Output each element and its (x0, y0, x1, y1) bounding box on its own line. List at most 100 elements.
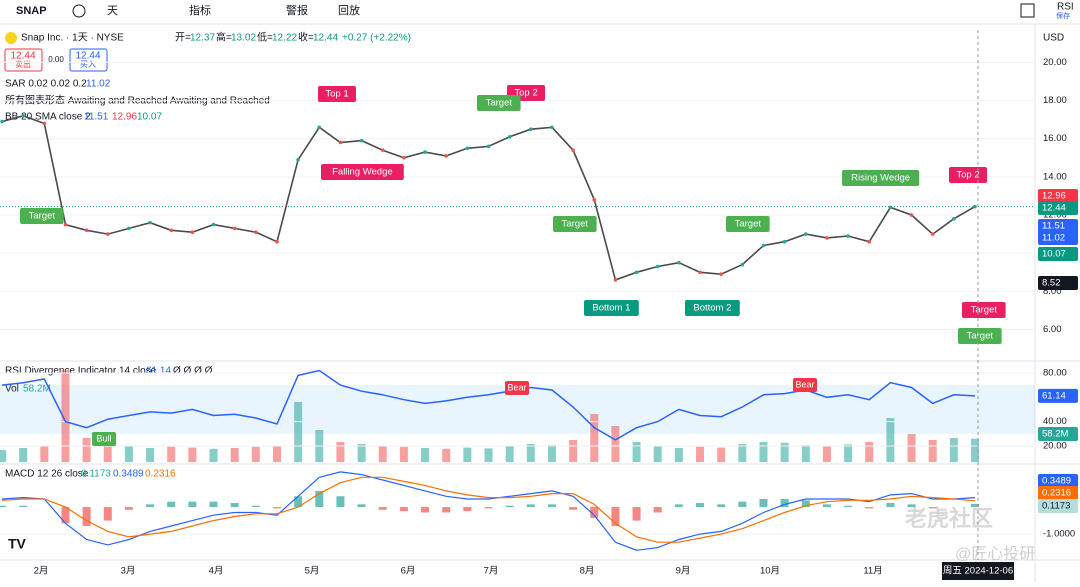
volume-bar (526, 444, 535, 462)
pattern-label: Top 2 (956, 170, 979, 181)
x-tick-label: 9月 (676, 566, 691, 577)
sar-value: 11.02 (86, 79, 111, 90)
x-tick-label: 8月 (580, 566, 595, 577)
volume-bar (780, 442, 789, 462)
sar-label: SAR 0.02 0.02 0.2 (5, 79, 87, 90)
pattern-label-box (962, 302, 1006, 318)
price-point (402, 156, 406, 160)
bb-lower: 10.07 (137, 112, 162, 123)
pattern-label: Top 1 (325, 89, 348, 100)
macd-histogram-bar (611, 507, 620, 526)
axis-tag (1038, 231, 1078, 245)
macd-histogram-bar (696, 503, 705, 508)
cursor-date-box (942, 562, 1014, 580)
price-point (0, 119, 4, 124)
rsi-value: 61.14 (146, 366, 171, 377)
axis-tag (1038, 486, 1078, 500)
price-point (613, 278, 618, 282)
sell-price: 12.44 (10, 51, 35, 62)
price-point (127, 226, 131, 231)
macd-histogram-bar (442, 507, 451, 513)
axis-tag (1038, 247, 1078, 261)
volume-bar (738, 444, 747, 462)
x-tick-label: 10月 (760, 566, 780, 577)
signal-label-box (793, 378, 817, 392)
currency[interactable]: USD (1043, 33, 1064, 44)
axis-tag (1038, 388, 1078, 403)
price-point (803, 232, 808, 236)
price-point (867, 239, 872, 244)
indicators[interactable]: 指标 (189, 3, 211, 17)
macd-histogram-bar (463, 507, 472, 512)
price-point (190, 230, 195, 234)
sell-button[interactable] (4, 48, 43, 72)
alert[interactable]: 警报 (286, 3, 308, 17)
axis-tag (1038, 201, 1078, 215)
price-point (952, 217, 956, 221)
add-symbol[interactable] (72, 4, 86, 18)
y-tick-label: 80.00 (1043, 367, 1067, 378)
price-point (169, 228, 174, 233)
price-point (677, 260, 681, 265)
volume-bar (674, 448, 683, 462)
volume-bar (272, 446, 281, 462)
macd-histogram-bar (801, 500, 810, 508)
signal-label-box (505, 381, 529, 395)
macd-histogram-bar (188, 501, 197, 508)
volume-bar (801, 445, 810, 462)
macd-histogram-bar (653, 507, 662, 513)
volume-bar (822, 446, 831, 462)
price-point (761, 243, 766, 248)
volume-bar (399, 446, 408, 462)
symbol[interactable]: SNAP (16, 5, 47, 17)
volume-bar (886, 418, 895, 462)
close-label: 收= (298, 31, 314, 44)
volume-bar (19, 448, 28, 462)
price-point (846, 234, 850, 238)
price-point (465, 146, 470, 151)
volume-bar (484, 448, 493, 462)
layout-button[interactable] (1020, 3, 1035, 18)
price-point (592, 197, 597, 202)
vol-value: 58.2M (23, 384, 51, 395)
volume-bar (865, 442, 874, 462)
macd-histogram-bar (272, 507, 281, 509)
macd-histogram-bar (230, 503, 239, 508)
bb-basis: 11.51 (84, 112, 109, 123)
y-tick-label: 8.00 (1043, 286, 1062, 297)
pattern-label: Target (967, 331, 994, 342)
panel-separators (0, 24, 1080, 582)
macd-histogram-bar (103, 507, 112, 521)
volume-bar (209, 448, 218, 462)
macd-histogram-bar (378, 507, 387, 510)
rsi-button[interactable]: RSI (1057, 2, 1074, 13)
volume-bar (569, 440, 578, 462)
volume-bar (717, 447, 726, 462)
axis-tag-label: 58.2M (1042, 429, 1068, 440)
buy-button[interactable] (69, 48, 108, 72)
volume-bar (251, 446, 260, 462)
signal-label-box (92, 432, 116, 446)
volume-bar (759, 442, 768, 462)
volume-bar (653, 446, 662, 462)
price-point (380, 148, 385, 152)
bb-upper: 12.96 (112, 112, 137, 123)
signal-value: 0.2316 (145, 469, 176, 480)
volume-bar (611, 426, 620, 462)
macd-histogram-bar (484, 507, 493, 509)
replay[interactable]: 回放 (338, 3, 360, 17)
macd-histogram-bar (717, 504, 726, 508)
save-button[interactable]: 保存 (1056, 11, 1070, 20)
y-tick-label: 18.00 (1043, 95, 1067, 106)
pattern-label: Rising Wedge (851, 173, 910, 184)
price-point (634, 270, 639, 275)
macd-histogram-bar (0, 505, 6, 508)
price-point (444, 154, 448, 158)
y-tick-label: 6.00 (1043, 324, 1062, 335)
price-point (42, 121, 47, 126)
interval[interactable]: 天 (107, 5, 118, 17)
macd-hist-value: 0.1173 (81, 469, 111, 480)
y-tick-label: -1.0000 (1043, 529, 1075, 540)
pattern-label: Target (971, 305, 998, 316)
